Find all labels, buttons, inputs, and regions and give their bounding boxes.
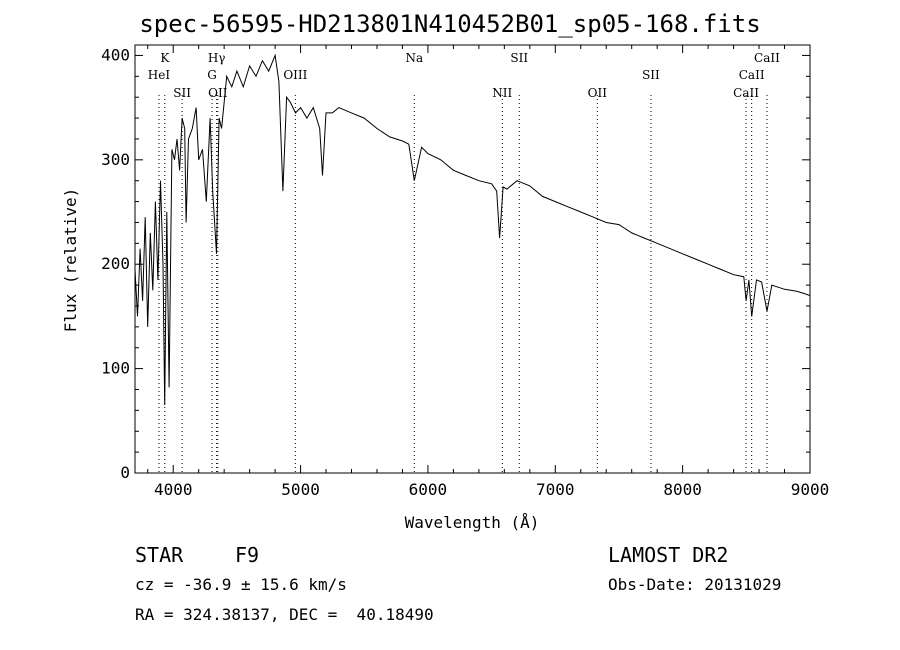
spectral-line-label: Na xyxy=(405,51,423,65)
y-tick-label: 100 xyxy=(101,359,130,378)
redshift-info: cz = -36.9 ± 15.6 km/s xyxy=(135,575,347,594)
spectral-line-label: G xyxy=(207,68,217,82)
spectral-line-label: OII xyxy=(588,86,608,100)
x-tick-label: 8000 xyxy=(663,480,702,499)
y-tick-label: 300 xyxy=(101,150,130,169)
chart-title: spec-56595-HD213801N410452B01_sp05-168.f… xyxy=(139,10,761,38)
y-tick-label: 200 xyxy=(101,254,130,273)
spectral-line-label: Hγ xyxy=(208,51,226,65)
x-axis-title: Wavelength (Å) xyxy=(405,513,540,532)
spectral-line-label: CaII xyxy=(733,86,759,100)
spectral-line-label: SII xyxy=(510,51,528,65)
object-class: STAR xyxy=(135,543,184,567)
y-tick-label: 400 xyxy=(101,45,130,64)
spectral-subclass: F9 xyxy=(235,543,260,567)
spectral-line-label: SII xyxy=(642,68,660,82)
x-tick-label: 6000 xyxy=(409,480,448,499)
plot-frame xyxy=(134,44,811,474)
spectral-line-label: OII xyxy=(208,86,228,100)
coordinates: RA = 324.38137, DEC = 40.18490 xyxy=(135,605,434,624)
x-tick-label: 4000 xyxy=(154,480,193,499)
spectral-line-label: OIII xyxy=(283,68,307,82)
x-tick-label: 5000 xyxy=(281,480,320,499)
x-tick-label: 9000 xyxy=(791,480,830,499)
spectral-line-label: K xyxy=(160,51,170,65)
observation-date: Obs-Date: 20131029 xyxy=(608,575,782,594)
spectral-line-label: CaII xyxy=(754,51,780,65)
spectral-line-label: CaII xyxy=(739,68,765,82)
survey-name: LAMOST DR2 xyxy=(608,543,729,567)
spectral-line-label: HeI xyxy=(148,68,171,82)
flux-spectrum-line xyxy=(134,53,811,406)
x-tick-label: 7000 xyxy=(536,480,575,499)
y-tick-label: 0 xyxy=(120,463,130,482)
y-axis-title: Flux (relative) xyxy=(61,188,80,333)
spectral-line-label: SII xyxy=(173,86,191,100)
spectral-line-label: NII xyxy=(492,86,512,100)
